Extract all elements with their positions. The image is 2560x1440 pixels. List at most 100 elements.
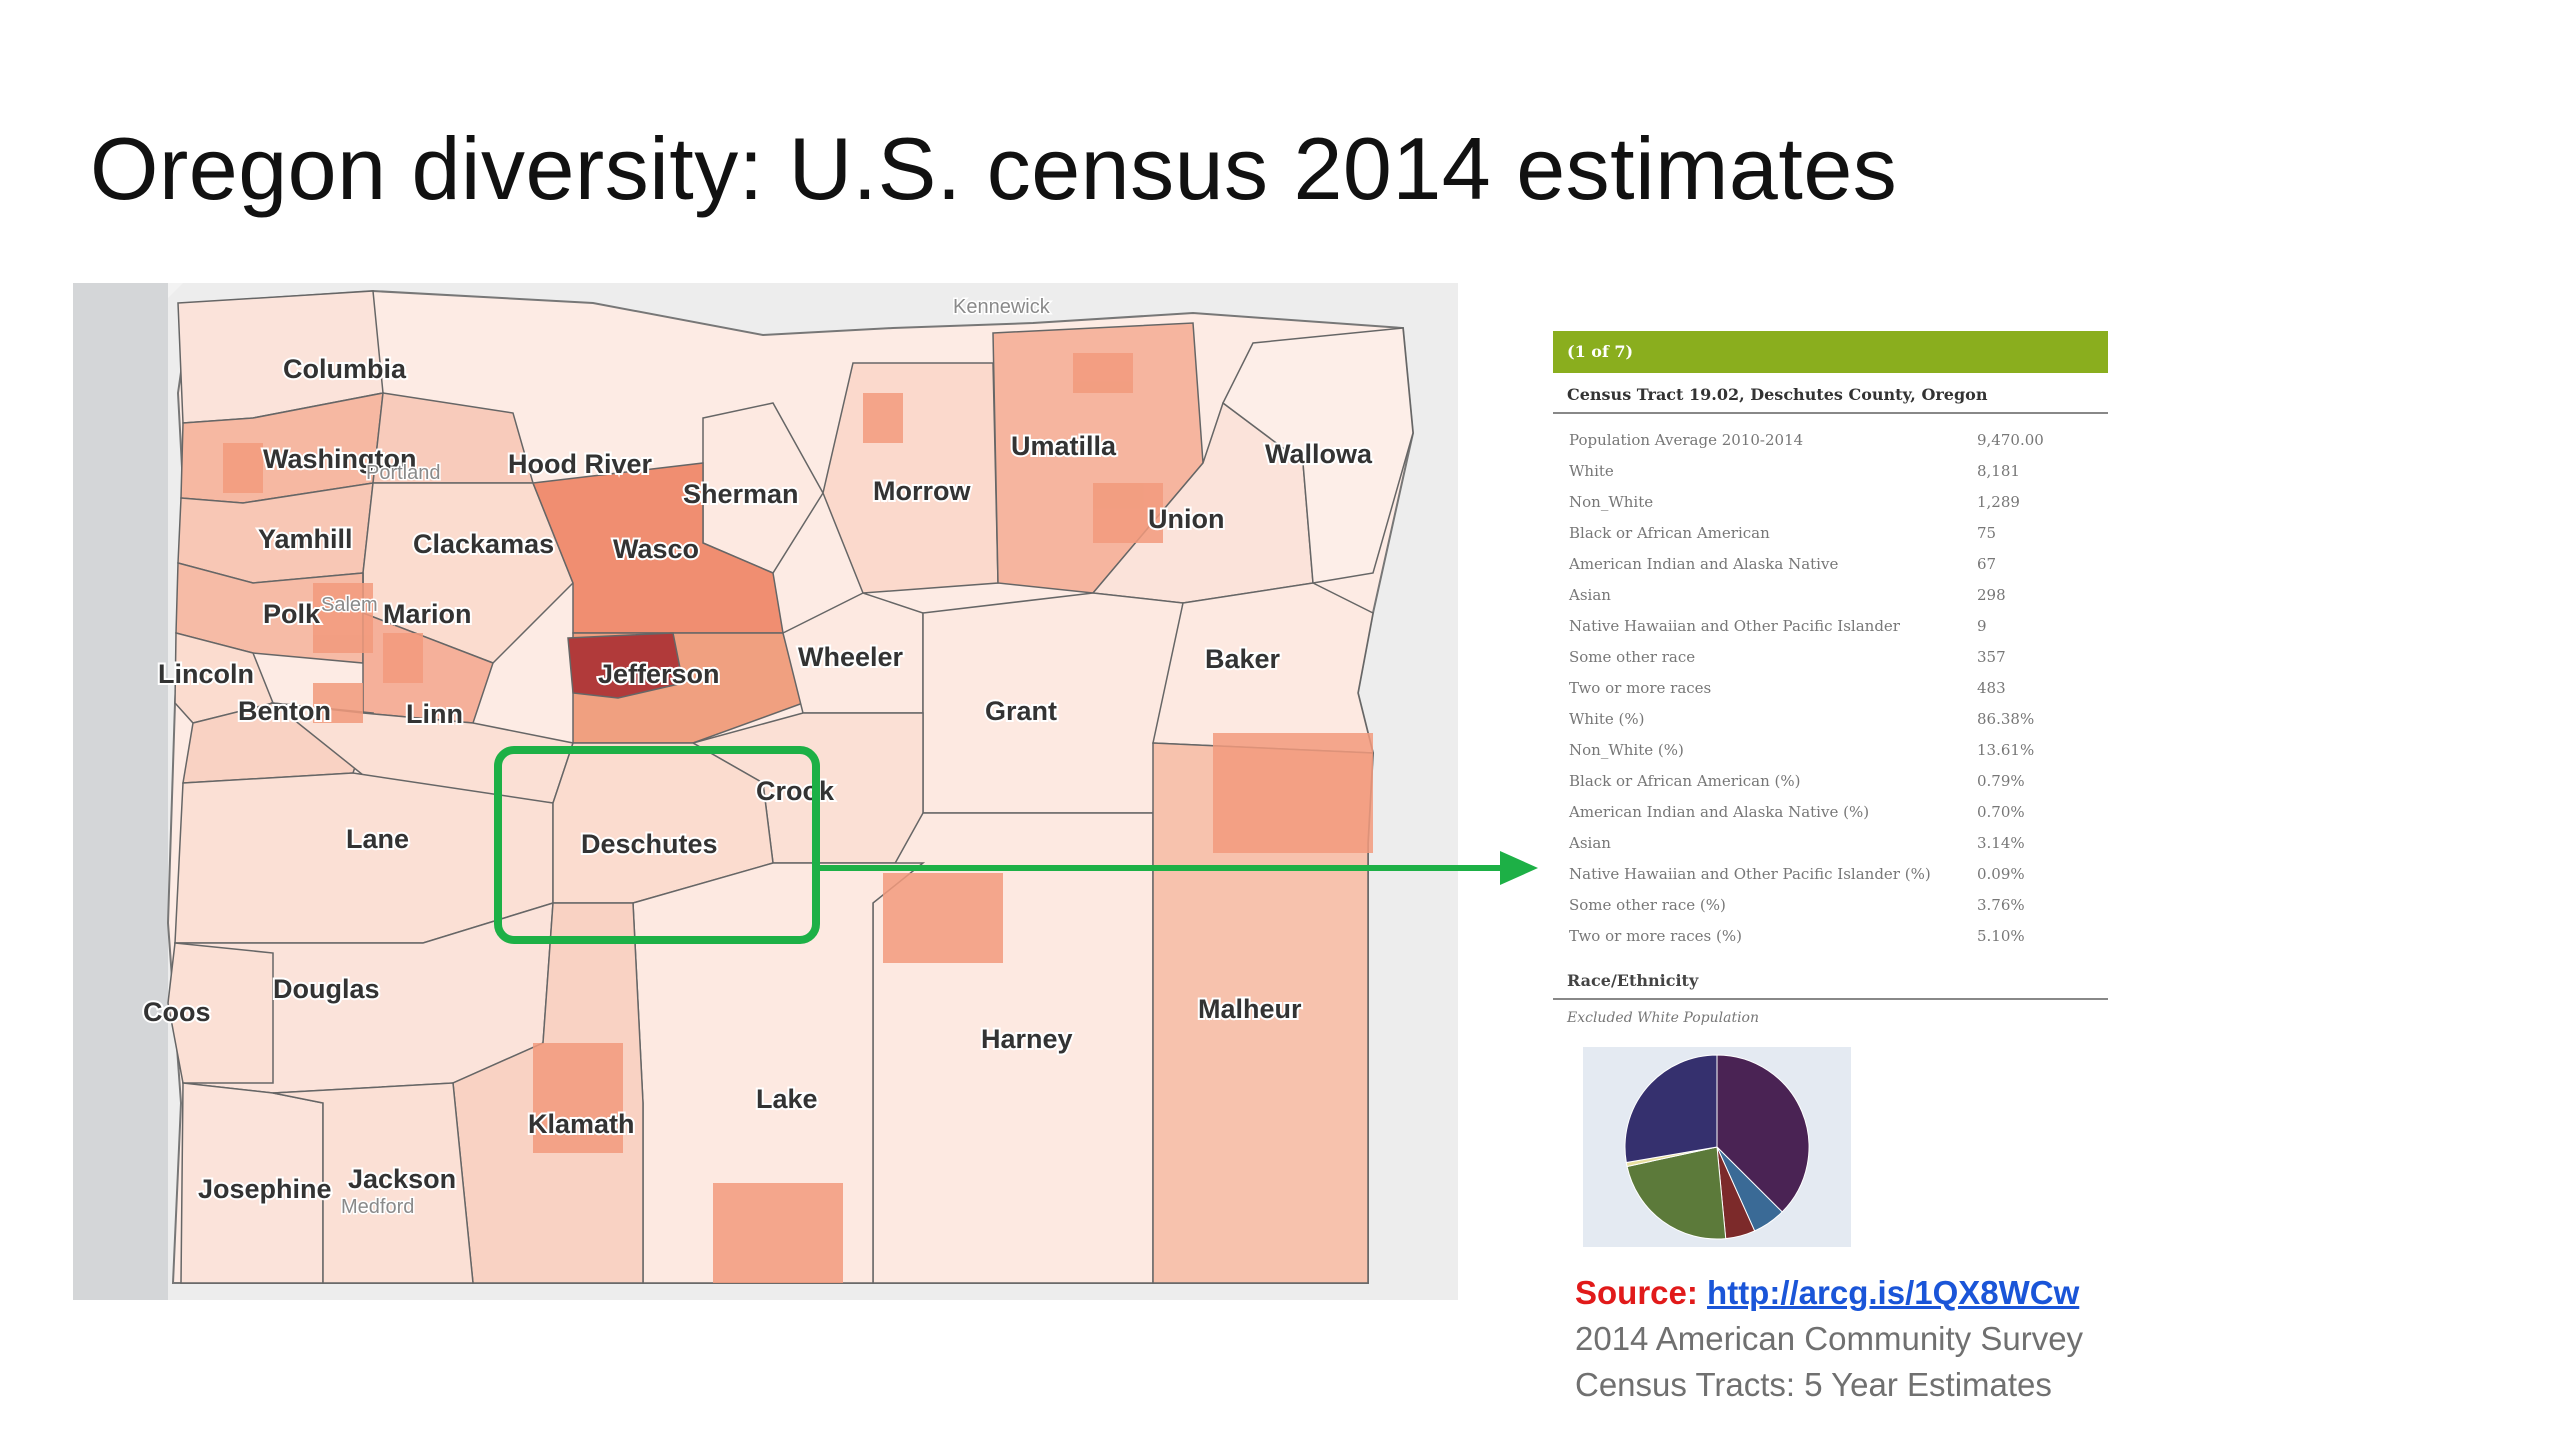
attribute-value: 13.61% xyxy=(1977,740,2035,759)
attribute-row: Black or African American (%) 0.79% xyxy=(1553,765,2108,796)
pie-slice[interactable] xyxy=(1716,1054,1810,1213)
county-jackson[interactable] xyxy=(272,1082,474,1284)
attribute-row: Asian 298 xyxy=(1553,579,2108,610)
attribute-row: Two or more races (%) 5.10% xyxy=(1553,920,2108,951)
label-lake: Lake xyxy=(756,1084,818,1114)
pie-slice[interactable] xyxy=(1626,1146,1727,1240)
attribute-label: Native Hawaiian and Other Pacific Island… xyxy=(1569,864,1931,883)
attribute-table: Population Average 2010-2014 9,470.00 Whit… xyxy=(1553,424,2108,951)
attribute-row: White 8,181 xyxy=(1553,455,2108,486)
attribute-label: Native Hawaiian and Other Pacific Island… xyxy=(1569,616,1900,635)
label-lane: Lane xyxy=(346,824,409,854)
pie-chart xyxy=(1624,1054,1810,1240)
pie-chart-panel[interactable] xyxy=(1583,1047,1851,1247)
map-svg: Columbia Washington Hood River Sherman M… xyxy=(73,283,1458,1300)
source-link[interactable]: http://arcg.is/1QX8WCw xyxy=(1707,1274,2080,1311)
attribute-label: Some other race xyxy=(1569,647,1696,666)
county-wallowa[interactable] xyxy=(1222,327,1414,584)
label-grant: Grant xyxy=(985,696,1057,726)
attribute-row: Black or African American 75 xyxy=(1553,517,2108,548)
source-citation: Source: http://arcg.is/1QX8WCw 2014 Amer… xyxy=(1575,1270,2083,1408)
label-wallowa: Wallowa xyxy=(1265,439,1373,469)
label-clackamas: Clackamas xyxy=(413,529,554,559)
attribute-value: 67 xyxy=(1977,554,1997,573)
label-klamath: Klamath xyxy=(528,1109,635,1139)
city-salem: Salem xyxy=(321,594,378,616)
attribute-value: 298 xyxy=(1977,585,2006,604)
attribute-label: American Indian and Alaska Native (%) xyxy=(1569,802,1870,821)
label-josephine: Josephine xyxy=(198,1174,332,1204)
attribute-value: 75 xyxy=(1977,523,1997,542)
race-ethnicity-header: Race/Ethnicity xyxy=(1553,951,2108,1000)
attribute-value: 5.10% xyxy=(1977,926,2025,945)
popup-tract-title: Census Tract 19.02, Deschutes County, Or… xyxy=(1553,373,2108,414)
label-coos: Coos xyxy=(143,997,211,1027)
attribute-value: 1,289 xyxy=(1977,492,2020,511)
census-popup[interactable]: (1 of 7) Census Tract 19.02, Deschutes C… xyxy=(1553,331,2108,1251)
attribute-label: Two or more races (%) xyxy=(1569,926,1742,945)
attribute-label: White xyxy=(1569,461,1614,480)
chart-caption: Excluded White Population xyxy=(1567,1010,1759,1026)
attribute-value: 483 xyxy=(1977,678,2006,697)
attribute-value: 86.38% xyxy=(1977,709,2035,728)
attribute-value: 3.76% xyxy=(1977,895,2025,914)
label-washington: Washington xyxy=(263,444,416,474)
label-crook: Crook xyxy=(756,776,835,806)
attribute-row: Non_White (%) 13.61% xyxy=(1553,734,2108,765)
city-labels: Kennewick Portland Salem Medford xyxy=(320,295,1053,1220)
label-columbia: Columbia xyxy=(283,354,407,384)
attribute-label: Non_White xyxy=(1569,492,1654,511)
attribute-value: 9 xyxy=(1977,616,1987,635)
attribute-label: Population Average 2010-2014 xyxy=(1569,430,1804,449)
attribute-label: Some other race (%) xyxy=(1569,895,1726,914)
attribute-row: Population Average 2010-2014 9,470.00 xyxy=(1553,424,2108,455)
label-union: Union xyxy=(1148,504,1224,534)
attribute-value: 3.14% xyxy=(1977,833,2025,852)
county-labels: Columbia Washington Hood River Sherman M… xyxy=(141,352,1375,1206)
slide-title: Oregon diversity: U.S. census 2014 estim… xyxy=(90,119,1898,218)
tract-shading xyxy=(223,353,1373,1283)
attribute-row: American Indian and Alaska Native (%) 0.7… xyxy=(1553,796,2108,827)
attribute-value: 9,470.00 xyxy=(1977,430,2044,449)
pie-slice[interactable] xyxy=(1624,1054,1718,1164)
source-label: Source: xyxy=(1575,1274,1698,1311)
attribute-value: 0.70% xyxy=(1977,802,2025,821)
label-linn: Linn xyxy=(406,699,463,729)
attribute-row: Asian 3.14% xyxy=(1553,827,2108,858)
attribute-label: Black or African American (%) xyxy=(1569,771,1801,790)
label-sherman: Sherman xyxy=(683,479,799,509)
label-morrow: Morrow xyxy=(873,476,971,506)
label-yamhill: Yamhill xyxy=(258,524,353,554)
label-jackson: Jackson xyxy=(348,1164,456,1194)
attribute-value: 0.79% xyxy=(1977,771,2025,790)
oregon-choropleth-map[interactable]: Columbia Washington Hood River Sherman M… xyxy=(73,283,1458,1300)
label-wheeler: Wheeler xyxy=(798,642,904,672)
deschutes-highlight-box xyxy=(494,746,820,944)
county-wasco[interactable] xyxy=(531,462,784,634)
tract-highlight-jefferson xyxy=(567,632,684,699)
popup-pager-header[interactable]: (1 of 7) xyxy=(1553,331,2108,373)
source-note-survey: 2014 American Community Survey xyxy=(1575,1320,2084,1357)
attribute-row: Two or more races 483 xyxy=(1553,672,2108,703)
label-douglas: Douglas xyxy=(273,974,380,1004)
label-malheur: Malheur xyxy=(1198,994,1302,1024)
attribute-label: White (%) xyxy=(1569,709,1645,728)
label-hood-river: Hood River xyxy=(508,449,653,479)
attribute-label: Two or more races xyxy=(1569,678,1712,697)
label-umatilla: Umatilla xyxy=(1011,431,1117,461)
label-polk: Polk xyxy=(263,599,321,629)
attribute-row: Native Hawaiian and Other Pacific Island… xyxy=(1553,610,2108,641)
attribute-row: Some other race 357 xyxy=(1553,641,2108,672)
label-lincoln: Lincoln xyxy=(158,659,254,689)
label-wasco: Wasco xyxy=(613,534,699,564)
attribute-row: Native Hawaiian and Other Pacific Island… xyxy=(1553,858,2108,889)
attribute-value: 0.09% xyxy=(1977,864,2025,883)
label-jefferson: Jefferson xyxy=(598,659,720,689)
attribute-label: Asian xyxy=(1569,833,1611,852)
city-medford: Medford xyxy=(341,1196,414,1218)
county-coos[interactable] xyxy=(167,942,274,1084)
label-harney: Harney xyxy=(981,1024,1073,1054)
label-baker: Baker xyxy=(1205,644,1281,674)
label-benton: Benton xyxy=(238,696,331,726)
city-kennewick: Kennewick xyxy=(953,296,1051,318)
